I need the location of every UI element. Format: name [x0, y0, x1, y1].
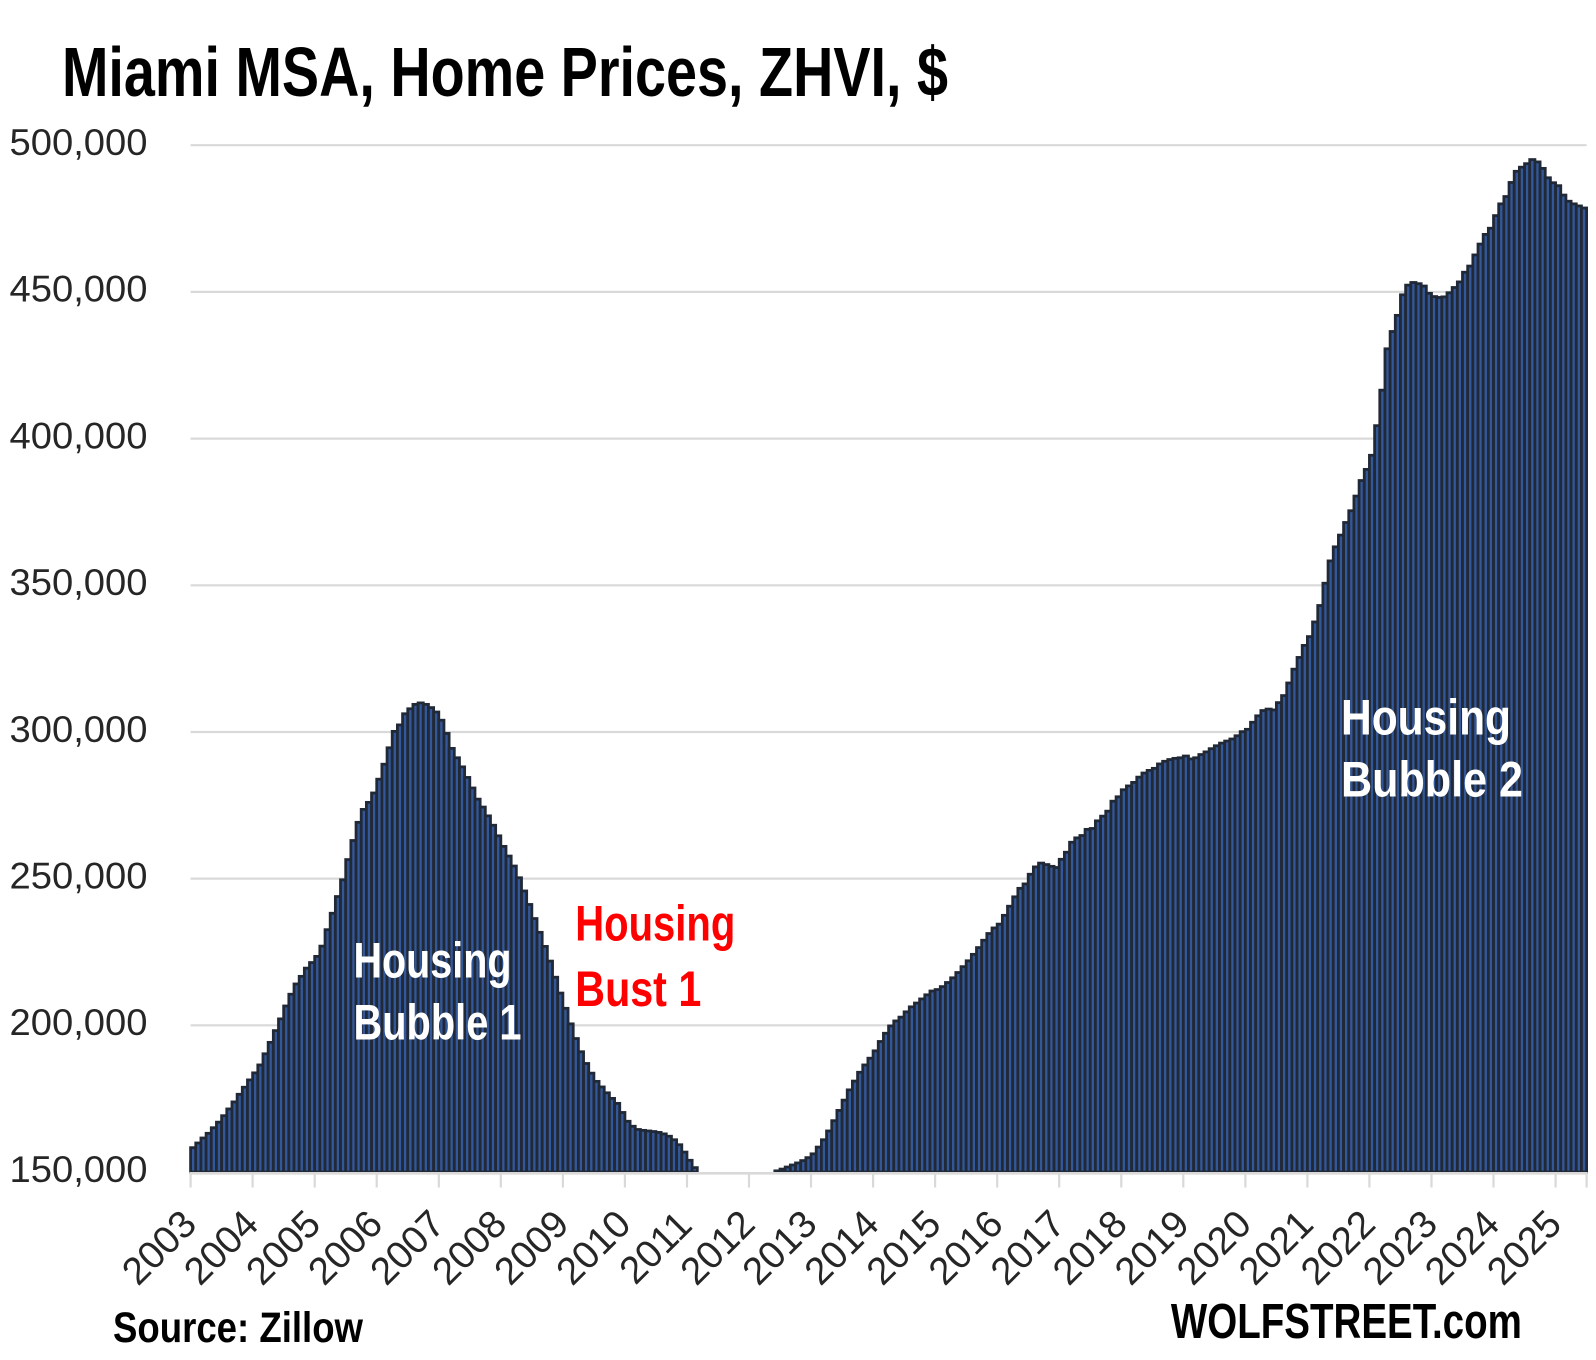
- svg-text:Housing: Housing: [354, 933, 512, 989]
- svg-text:200,000: 200,000: [10, 1002, 148, 1043]
- svg-text:Bubble 1: Bubble 1: [354, 995, 522, 1051]
- svg-text:350,000: 350,000: [10, 562, 148, 603]
- svg-text:500,000: 500,000: [10, 122, 148, 163]
- svg-text:450,000: 450,000: [10, 269, 148, 310]
- svg-text:150,000: 150,000: [10, 1149, 148, 1190]
- svg-text:Source: Zillow: Source: Zillow: [113, 1304, 363, 1352]
- svg-text:Bubble 2: Bubble 2: [1341, 752, 1523, 808]
- svg-text:250,000: 250,000: [10, 855, 148, 896]
- svg-text:Miami MSA, Home Prices, ZHVI,: Miami MSA, Home Prices, ZHVI, $: [62, 33, 948, 111]
- svg-text:Housing: Housing: [575, 896, 735, 952]
- svg-text:400,000: 400,000: [10, 415, 148, 456]
- svg-text:300,000: 300,000: [10, 709, 148, 750]
- svg-text:WOLFSTREET.com: WOLFSTREET.com: [1171, 1295, 1522, 1349]
- svg-text:Bust 1: Bust 1: [575, 961, 701, 1017]
- svg-text:Housing: Housing: [1341, 689, 1511, 745]
